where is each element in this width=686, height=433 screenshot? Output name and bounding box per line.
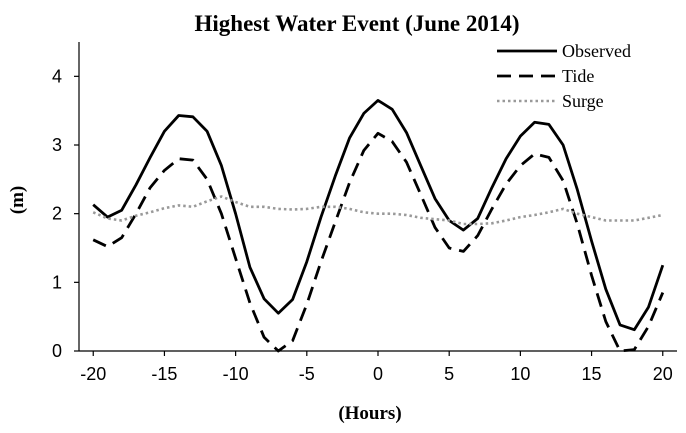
x-tick-label: -15 bbox=[151, 364, 177, 384]
x-tick-label: 20 bbox=[653, 364, 673, 384]
x-tick-label: -20 bbox=[80, 364, 106, 384]
x-tick-label: 5 bbox=[444, 364, 454, 384]
x-tick-label: 10 bbox=[510, 364, 530, 384]
x-axis-label: (Hours) bbox=[338, 403, 401, 424]
y-tick-label: 4 bbox=[52, 66, 62, 86]
axes bbox=[78, 42, 677, 352]
series-lines bbox=[92, 99, 665, 353]
y-tick-label: 1 bbox=[52, 272, 62, 292]
chart-title: Highest Water Event (June 2014) bbox=[195, 11, 520, 36]
x-tick-label: 0 bbox=[373, 364, 383, 384]
y-tick-label: 0 bbox=[52, 341, 62, 361]
legend-label-observed: Observed bbox=[562, 41, 631, 61]
y-tick-label: 3 bbox=[52, 135, 62, 155]
y-axis-label: (m) bbox=[7, 186, 28, 214]
series-line-surge bbox=[92, 195, 664, 226]
x-tick-label: -5 bbox=[299, 364, 315, 384]
series-line-tide bbox=[92, 131, 665, 353]
x-tick-label: 15 bbox=[582, 364, 602, 384]
y-axis-ticks: 0 1 2 3 4 bbox=[52, 66, 79, 361]
x-axis-ticks: -20 -15 -10 -5 0 5 10 15 20 bbox=[80, 351, 673, 384]
x-tick-label: -10 bbox=[223, 364, 249, 384]
legend: Observed Tide Surge bbox=[497, 41, 631, 111]
series-line-observed bbox=[92, 99, 665, 332]
legend-label-tide: Tide bbox=[562, 66, 594, 86]
y-tick-label: 2 bbox=[52, 204, 62, 224]
legend-label-surge: Surge bbox=[562, 91, 604, 111]
